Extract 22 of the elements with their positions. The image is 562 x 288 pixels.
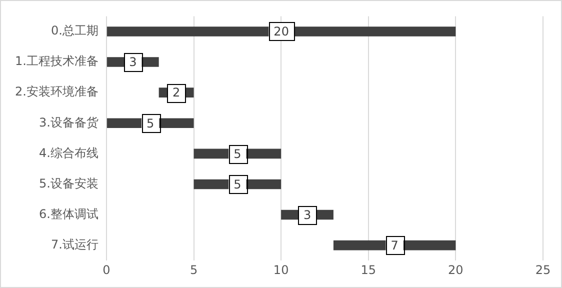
y-tick-label: 1.工程技术准备 <box>14 54 98 68</box>
x-tick-label: 10 <box>273 262 289 277</box>
data-label: 3 <box>129 55 137 70</box>
data-label: 20 <box>274 24 289 39</box>
y-tick-label: 0.总工期 <box>50 24 98 38</box>
data-label: 5 <box>234 177 242 192</box>
x-tick-label: 5 <box>190 262 198 277</box>
y-tick-label: 6.整体调试 <box>38 206 98 221</box>
y-tick-label: 4.综合布线 <box>38 146 98 160</box>
data-label: 3 <box>303 208 312 222</box>
y-tick-label: 5.设备安装 <box>38 176 98 190</box>
x-tick-label: 0 <box>102 262 110 277</box>
data-label: 2 <box>172 86 180 100</box>
x-tick-label: 15 <box>360 262 376 277</box>
data-label: 7 <box>390 238 398 252</box>
data-label: 5 <box>146 116 154 130</box>
data-label: 5 <box>234 146 242 161</box>
y-tick-label: 2.安装环境准备 <box>14 84 98 99</box>
y-tick-label: 7.试运行 <box>50 237 98 252</box>
y-tick-label: 3.设备备货 <box>38 115 98 130</box>
x-tick-label: 25 <box>535 262 551 277</box>
x-tick-label: 20 <box>448 262 464 277</box>
